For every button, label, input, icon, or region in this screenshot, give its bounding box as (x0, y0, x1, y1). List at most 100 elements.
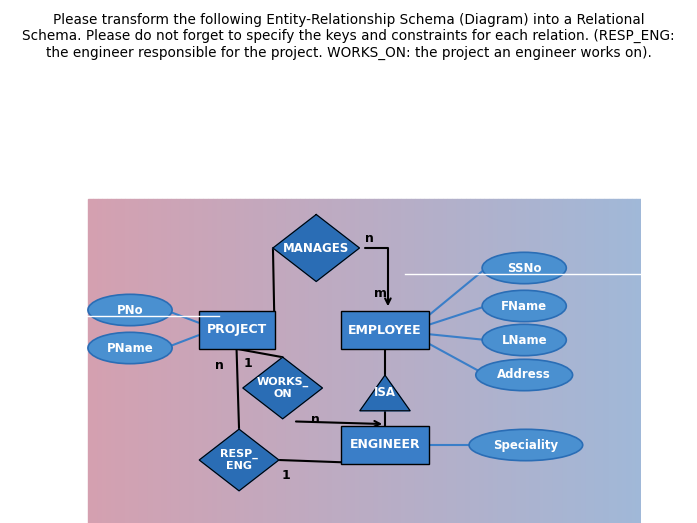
Bar (401, 199, 406, 523)
Text: n: n (311, 413, 320, 426)
Ellipse shape (88, 294, 172, 326)
Bar (107, 199, 112, 523)
Bar (378, 199, 383, 523)
Bar (309, 199, 314, 523)
Bar (622, 199, 627, 523)
Text: WORKS_
ON: WORKS_ ON (256, 377, 309, 400)
Bar (604, 199, 608, 523)
Bar (397, 199, 401, 523)
Text: MANAGES: MANAGES (283, 242, 349, 255)
Bar (93, 199, 98, 523)
Bar (516, 199, 521, 523)
Bar (420, 199, 424, 523)
Ellipse shape (476, 359, 573, 391)
Bar (213, 199, 217, 523)
FancyBboxPatch shape (199, 311, 275, 349)
Bar (595, 199, 599, 523)
Ellipse shape (482, 290, 566, 322)
Polygon shape (243, 357, 323, 419)
Bar (581, 199, 585, 523)
Bar (599, 199, 604, 523)
Bar (562, 199, 567, 523)
Bar (484, 199, 489, 523)
Bar (148, 199, 153, 523)
Ellipse shape (469, 429, 583, 461)
Bar (176, 199, 181, 523)
Bar (263, 199, 268, 523)
Bar (227, 199, 231, 523)
Text: PROJECT: PROJECT (206, 324, 267, 336)
Bar (553, 199, 558, 523)
Bar (250, 199, 254, 523)
Bar (305, 199, 309, 523)
Bar (480, 199, 484, 523)
Bar (319, 199, 323, 523)
Text: ENGINEER: ENGINEER (350, 438, 420, 451)
Bar (443, 199, 447, 523)
Ellipse shape (88, 332, 172, 363)
Bar (369, 199, 374, 523)
Bar (631, 199, 636, 523)
Bar (388, 199, 392, 523)
Bar (342, 199, 346, 523)
Text: 1: 1 (244, 357, 252, 370)
Bar (365, 199, 369, 523)
Bar (231, 199, 236, 523)
Bar (121, 199, 125, 523)
Text: Address: Address (498, 369, 551, 381)
Bar (493, 199, 498, 523)
Text: Speciality: Speciality (493, 438, 558, 451)
Bar (245, 199, 250, 523)
Bar (204, 199, 208, 523)
Bar (153, 199, 158, 523)
Bar (475, 199, 480, 523)
Text: 1: 1 (282, 470, 291, 482)
Bar (618, 199, 622, 523)
Bar (116, 199, 121, 523)
Bar (415, 199, 420, 523)
Bar (539, 199, 544, 523)
Bar (383, 199, 388, 523)
Bar (135, 199, 139, 523)
Bar (282, 199, 286, 523)
Bar (530, 199, 535, 523)
Text: PNo: PNo (116, 303, 144, 316)
Bar (277, 199, 282, 523)
Bar (194, 199, 199, 523)
Bar (590, 199, 595, 523)
Bar (613, 199, 618, 523)
Bar (98, 199, 102, 523)
Bar (503, 199, 507, 523)
Bar (429, 199, 434, 523)
Bar (300, 199, 305, 523)
Bar (461, 199, 466, 523)
Bar (112, 199, 116, 523)
Bar (139, 199, 144, 523)
Bar (254, 199, 259, 523)
Text: RESP_
ENG: RESP_ ENG (220, 449, 258, 471)
Bar (346, 199, 351, 523)
Text: m: m (374, 287, 387, 300)
Bar (208, 199, 213, 523)
Bar (585, 199, 590, 523)
Bar (470, 199, 475, 523)
Bar (512, 199, 516, 523)
Bar (268, 199, 273, 523)
Bar (222, 199, 227, 523)
Bar (240, 199, 245, 523)
Bar (351, 199, 355, 523)
Text: SSNo: SSNo (507, 262, 542, 275)
Bar (125, 199, 130, 523)
Bar (498, 199, 503, 523)
Bar (567, 199, 572, 523)
Bar (576, 199, 581, 523)
Bar (608, 199, 613, 523)
Text: EMPLOYEE: EMPLOYEE (348, 324, 422, 336)
Text: PName: PName (107, 342, 153, 355)
Bar (185, 199, 190, 523)
Bar (452, 199, 457, 523)
Bar (323, 199, 328, 523)
Text: n: n (365, 232, 374, 245)
Text: FName: FName (501, 300, 547, 313)
Bar (273, 199, 277, 523)
